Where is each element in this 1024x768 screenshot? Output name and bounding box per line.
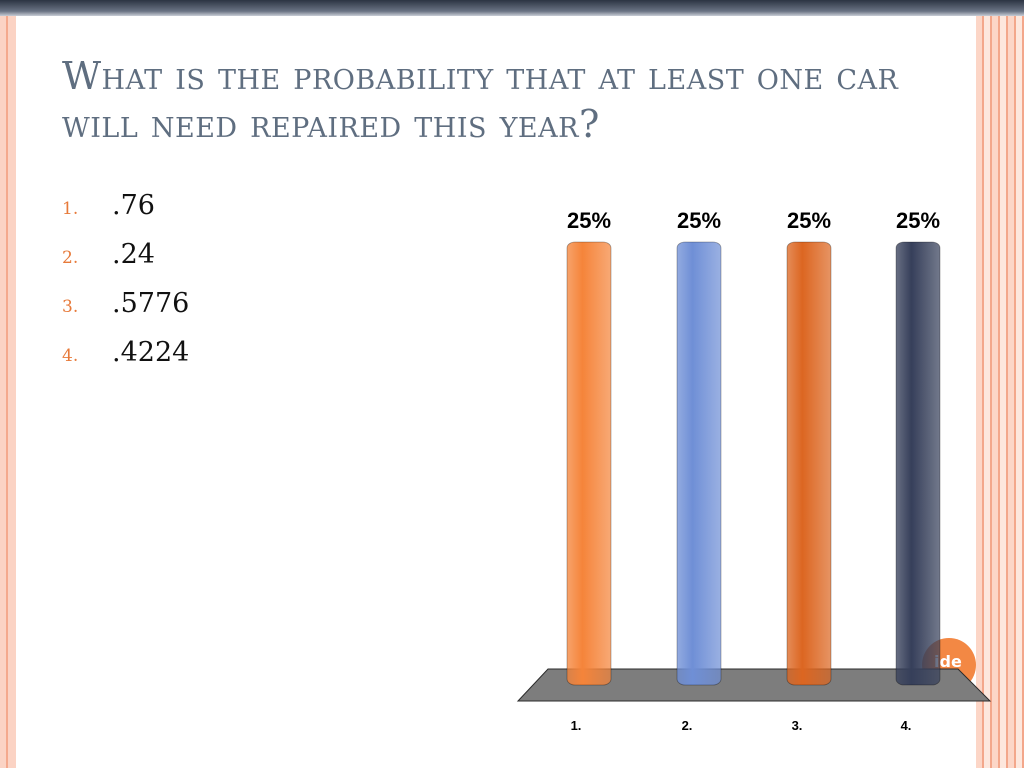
answer-number: 2. xyxy=(62,248,79,268)
left-border-stripe xyxy=(0,16,16,768)
bar-4 xyxy=(895,241,941,686)
answer-item-2: 2. .24 xyxy=(62,239,189,288)
x-tick-label-1: 1. xyxy=(571,718,582,733)
x-tick-label-3: 3. xyxy=(792,718,803,733)
slide-title: What is the probability that at least on… xyxy=(62,54,899,146)
answer-item-3: 3. .5776 xyxy=(62,288,189,337)
right-border-stripes xyxy=(976,16,1024,768)
answer-number: 1. xyxy=(62,199,79,219)
answer-text: .4224 xyxy=(112,337,190,368)
data-label-4: 25% xyxy=(896,208,940,233)
answer-list: 1. .76 2. .24 3. .5776 4. .4224 xyxy=(62,190,189,386)
answer-text: .76 xyxy=(112,190,155,221)
answer-item-1: 1. .76 xyxy=(62,190,189,239)
chart-floor xyxy=(516,668,992,702)
data-label-2: 25% xyxy=(677,208,721,233)
top-border-bar xyxy=(0,0,1024,16)
x-tick-label-4: 4. xyxy=(901,718,912,733)
data-label-3: 25% xyxy=(787,208,831,233)
answer-text: .5776 xyxy=(112,288,190,319)
response-chart: 25% 1. 25% 2. 25% 3. 25% 4. xyxy=(516,208,992,733)
logo-badge-text: ide xyxy=(934,652,962,671)
answer-number: 4. xyxy=(62,346,79,366)
x-tick-label-2: 2. xyxy=(682,718,693,733)
answer-text: .24 xyxy=(112,239,155,270)
bar-2 xyxy=(676,241,722,686)
bar-1 xyxy=(566,241,612,686)
answer-number: 3. xyxy=(62,297,79,317)
answer-item-4: 4. .4224 xyxy=(62,337,189,386)
data-label-1: 25% xyxy=(567,208,611,233)
bar-3 xyxy=(786,241,832,686)
